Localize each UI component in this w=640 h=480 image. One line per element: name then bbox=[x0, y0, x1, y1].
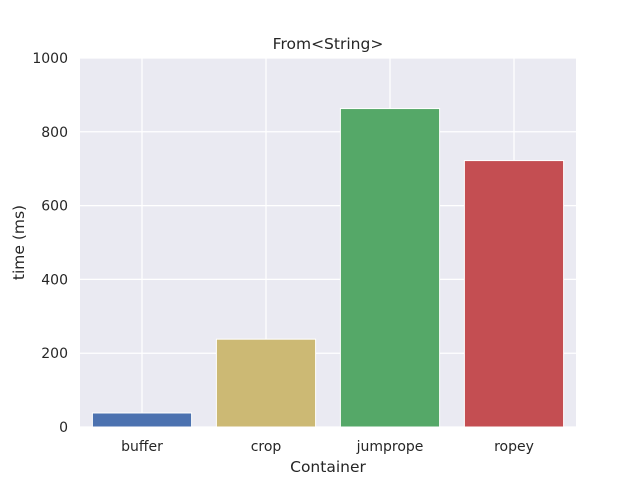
x-tick-label: crop bbox=[251, 439, 282, 455]
y-tick-label: 200 bbox=[41, 346, 68, 362]
x-tick-label: jumprope bbox=[356, 439, 424, 455]
x-axis-ticks: buffer crop jumprope ropey bbox=[121, 439, 534, 455]
y-tick-label: 400 bbox=[41, 272, 68, 288]
x-axis-label: Container bbox=[290, 458, 366, 476]
bar-ropey bbox=[463, 160, 565, 428]
y-tick-label: 1000 bbox=[32, 51, 68, 67]
bar-jumprope bbox=[339, 108, 441, 428]
x-tick-label: ropey bbox=[494, 439, 534, 455]
y-tick-label: 0 bbox=[59, 420, 68, 436]
bar-buffer bbox=[91, 412, 193, 428]
y-tick-label: 600 bbox=[41, 199, 68, 215]
y-axis-ticks: 0 200 400 600 800 1000 bbox=[32, 51, 68, 436]
y-tick-label: 800 bbox=[41, 125, 68, 141]
bar-crop bbox=[215, 338, 317, 428]
bars bbox=[91, 108, 565, 428]
chart-title: From<String> bbox=[273, 35, 384, 53]
y-axis-label: time (ms) bbox=[10, 205, 28, 280]
x-tick-label: buffer bbox=[121, 439, 163, 455]
